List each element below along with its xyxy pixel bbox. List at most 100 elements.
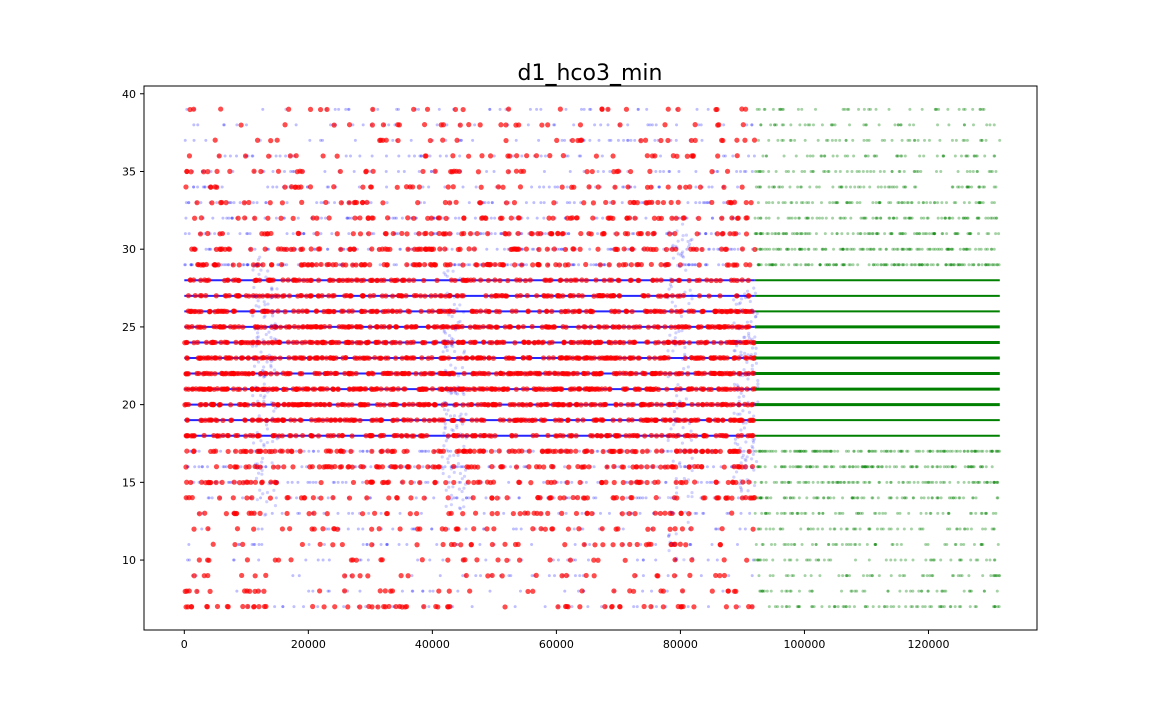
series-2-point (861, 574, 865, 578)
series-1-point (644, 479, 650, 486)
series-0-point (275, 185, 279, 189)
series-1-point (517, 511, 523, 517)
series-0-point (418, 449, 422, 453)
series-1-point (450, 184, 456, 190)
series-2-point (884, 558, 888, 562)
series-0-point (361, 543, 365, 547)
series-1-point (281, 293, 287, 299)
series-0-point (302, 232, 306, 236)
series-1-point (660, 588, 667, 594)
series-1-point (563, 371, 569, 377)
series-0-point (344, 480, 348, 484)
series-1-point (712, 308, 718, 314)
series-0-point (682, 263, 686, 267)
series-0-point (594, 263, 598, 267)
series-1-point (218, 200, 224, 206)
series-1-point (629, 308, 635, 315)
series-1-point (365, 215, 371, 221)
series-1-point (184, 168, 190, 175)
series-1-point (397, 526, 403, 532)
series-1-point (464, 386, 470, 392)
series-1-point (320, 339, 326, 345)
series-1-point (501, 386, 507, 392)
series-1-point (535, 402, 541, 408)
series-0-point (601, 216, 605, 220)
series-1-point (627, 541, 633, 548)
series-1-point (381, 402, 387, 408)
series-0-point (662, 169, 666, 173)
series-1-point (535, 495, 541, 501)
series-1-point (576, 526, 582, 532)
series-0-point (221, 216, 225, 220)
series-1-point (227, 168, 233, 174)
series-1-point (512, 262, 518, 268)
series-1-point (643, 417, 649, 423)
series-0-point (424, 449, 428, 453)
series-2-point (989, 574, 993, 578)
series-0-point (367, 511, 371, 515)
series-1-point (447, 200, 453, 206)
series-1-point (389, 448, 395, 455)
series-1-point (315, 293, 321, 299)
series-0-point (730, 247, 734, 251)
series-0-point (498, 107, 502, 111)
series-0-point (333, 201, 337, 205)
series-1-point (318, 401, 324, 408)
series-1-point (389, 588, 396, 594)
series-1-point (388, 463, 394, 470)
series-1-point (665, 106, 671, 112)
series-0-point (592, 496, 596, 500)
series-0-point (748, 511, 752, 515)
series-1-point (238, 340, 244, 346)
series-0-point (586, 605, 590, 609)
series-0-point (722, 154, 726, 158)
series-1-point (307, 184, 314, 190)
series-1-point (484, 479, 491, 485)
series-1-point (536, 339, 542, 345)
series-2-point (911, 589, 915, 593)
series-1-point (633, 386, 639, 392)
series-0-point (224, 465, 228, 469)
series-1-point (557, 495, 563, 501)
series-0-point (241, 496, 245, 500)
series-1-point (529, 324, 535, 330)
series-1-point (675, 199, 681, 205)
series-1-point (451, 479, 457, 486)
series-1-point (234, 432, 241, 439)
series-0-point (232, 201, 236, 205)
series-1-point (620, 262, 626, 268)
series-1-point (554, 137, 560, 143)
series-2-point (757, 574, 761, 578)
series-0-point (417, 169, 421, 173)
series-0-point (633, 185, 637, 189)
series-1-point (610, 324, 616, 330)
series-1-point (563, 572, 570, 579)
series-0-point (486, 201, 490, 205)
series-1-point (719, 215, 725, 221)
series-1-point (358, 277, 364, 284)
series-0-point (206, 465, 210, 469)
series-1-point (568, 448, 574, 454)
series-1-point (748, 200, 754, 206)
series-0-point (447, 480, 451, 484)
series-1-point (455, 526, 461, 532)
series-1-point (530, 262, 536, 268)
series-1-point (616, 277, 622, 284)
series-1-point (274, 417, 281, 423)
series-0-point (453, 263, 457, 267)
series-1-point (591, 386, 598, 392)
series-0-point (349, 154, 353, 158)
series-1-point (630, 588, 637, 594)
series-1-point (620, 370, 627, 376)
series-1-point (239, 572, 245, 579)
series-1-point (205, 480, 212, 486)
series-1-point (743, 106, 749, 112)
series-1-point (384, 246, 391, 252)
series-1-point (235, 215, 241, 221)
series-1-point (352, 215, 358, 221)
series-1-point (369, 448, 375, 454)
series-1-point (367, 262, 373, 268)
series-1-point (288, 433, 294, 439)
series-0-point (427, 449, 431, 453)
series-1-point (290, 339, 297, 345)
